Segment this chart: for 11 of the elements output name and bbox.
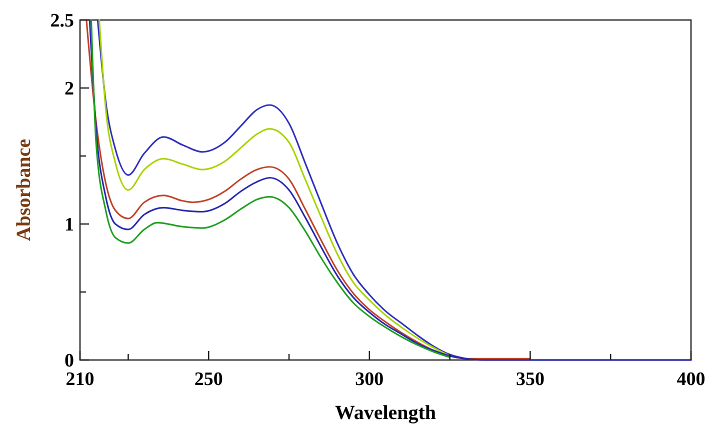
- x-tick-label: 400: [676, 369, 706, 390]
- x-tick-label: 250: [194, 369, 223, 390]
- x-tick-label: 210: [66, 369, 94, 390]
- y-tick-label: 0: [64, 350, 74, 372]
- y-tick-label: 1: [64, 214, 74, 236]
- x-axis-title: Wavelength: [334, 402, 436, 424]
- y-axis-title: Absorbance: [13, 138, 35, 242]
- x-tick-label: 300: [355, 369, 384, 390]
- y-tick-label: 2: [64, 78, 74, 100]
- x-tick-label: 350: [516, 369, 544, 390]
- y-tick-label: 2.5: [50, 10, 74, 32]
